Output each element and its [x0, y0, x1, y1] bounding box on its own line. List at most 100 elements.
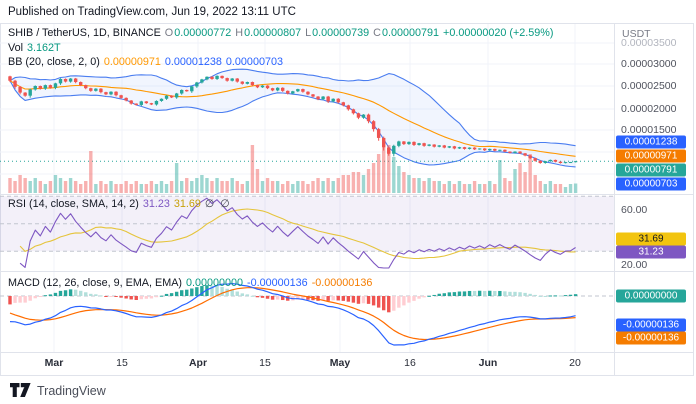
macd-histogram-bar — [331, 296, 335, 301]
candle-body — [533, 158, 537, 161]
volume-bar — [235, 181, 239, 193]
tradingview-watermark[interactable]: TradingView — [10, 383, 106, 398]
candle-body — [291, 91, 295, 94]
price-axis-badge[interactable]: 0.00000971 — [616, 149, 686, 163]
volume-bar — [483, 184, 487, 193]
candle-body — [210, 76, 214, 79]
time-axis-label[interactable]: Jun — [478, 357, 498, 369]
pane-separator-rsi[interactable] — [0, 194, 694, 195]
price-axis-label: 0.00003000 — [621, 58, 677, 70]
pane-separator-macd[interactable] — [0, 271, 694, 272]
volume-bar — [174, 163, 179, 193]
macd-histogram-bar — [573, 294, 578, 296]
candle-body — [402, 141, 406, 145]
volume-bar — [99, 181, 103, 193]
volume-bar — [573, 183, 578, 193]
macd-legend-part: 0.00000000 — [186, 277, 247, 289]
macd-histogram-bar — [361, 296, 366, 304]
candle-body — [250, 82, 255, 86]
price-axis-badge[interactable]: 0.00000703 — [616, 177, 686, 191]
time-axis-label[interactable]: 15 — [259, 357, 271, 369]
macd-axis-badge[interactable]: -0.00000136 — [616, 331, 686, 345]
volume-bar — [508, 181, 512, 193]
volume-bar — [296, 181, 300, 193]
time-axis-label[interactable]: Apr — [188, 357, 208, 369]
macd-legend[interactable]: MACD (12, 26, close, 9, EMA, EMA) 0.0000… — [8, 277, 373, 289]
volume-bar — [568, 184, 573, 193]
volume-bar — [412, 178, 416, 193]
candle-body — [139, 101, 143, 105]
candle-body — [538, 160, 542, 163]
symbol-legend-part: O — [161, 27, 174, 39]
macd-histogram-bar — [346, 296, 351, 302]
candle-body — [38, 86, 42, 89]
price-axis-badge[interactable]: 0.00000791 — [616, 163, 686, 177]
volume-bar — [523, 172, 527, 193]
macd-legend-part: -0.00000136 — [247, 277, 311, 289]
candle-body — [164, 95, 169, 99]
volume-legend[interactable]: Vol 3.162T — [8, 42, 62, 54]
candle-body — [412, 141, 416, 145]
symbol-legend-part: 0.00000772 — [174, 27, 232, 39]
volume-bar — [240, 184, 244, 193]
candle-body — [457, 147, 462, 149]
candle-body — [230, 78, 234, 81]
candle-body — [503, 149, 507, 152]
macd-histogram-bar — [104, 296, 108, 297]
macd-histogram-bar — [432, 294, 436, 296]
symbol-legend[interactable]: SHIB / TetherUS, 1D, BINANCE O0.00000772… — [8, 27, 555, 39]
rsi-legend-part: 31.69 — [173, 198, 204, 210]
macd-histogram-bar — [89, 293, 93, 296]
macd-histogram-bar — [144, 296, 149, 299]
time-axis-label[interactable]: 16 — [404, 357, 416, 369]
candle-body — [144, 101, 149, 104]
symbol-legend-part: SHIB / TetherUS, 1D, BINANCE — [8, 27, 161, 39]
candle-body — [371, 121, 376, 130]
volume-bar — [488, 181, 492, 193]
candle-body — [63, 78, 68, 82]
volume-bar — [452, 184, 457, 193]
time-axis-label[interactable]: May — [329, 357, 351, 369]
candle-body — [543, 161, 547, 163]
rsi-legend[interactable]: RSI (14, close, SMA, 14, 2) 31.23 31.69 … — [8, 197, 231, 210]
macd-histogram-bar — [538, 295, 542, 297]
bb-legend-part: 0.00000971 — [103, 56, 164, 68]
macd-histogram-bar — [154, 296, 159, 298]
macd-histogram-bar — [255, 296, 260, 298]
time-axis-label[interactable]: Mar — [44, 357, 64, 369]
volume-bar — [73, 181, 78, 193]
rsi-axis-label: 20.00 — [621, 259, 648, 271]
volume-bar — [503, 178, 507, 193]
volume-bar — [457, 181, 462, 193]
macd-axis-badge[interactable]: -0.00000136 — [616, 318, 686, 332]
macd-histogram-bar — [528, 293, 532, 296]
candle-body — [281, 87, 285, 91]
time-axis-label[interactable]: 15 — [116, 357, 128, 369]
price-axis-badge[interactable]: 0.00001238 — [616, 135, 686, 149]
macd-histogram-bar — [341, 296, 345, 301]
candle-body — [498, 149, 502, 151]
symbol-legend-part: H — [232, 27, 244, 39]
macd-histogram-bar — [326, 296, 330, 301]
macd-histogram-bar — [149, 296, 154, 299]
volume-bar — [397, 166, 401, 193]
volume-bar — [38, 181, 42, 193]
price-axis-label: 0.00002500 — [621, 80, 677, 92]
bb-legend[interactable]: BB (20, close, 2, 0) 0.00000971 0.000012… — [8, 56, 284, 68]
volume-bar — [563, 187, 568, 193]
candle-body — [483, 148, 487, 151]
candle-body — [240, 81, 244, 84]
rsi-axis-badge[interactable]: 31.23 — [616, 245, 686, 259]
rsi-axis-badge[interactable]: 31.69 — [616, 232, 686, 246]
macd-histogram-bar — [210, 285, 214, 296]
macd-axis-badge[interactable]: 0.00000000 — [616, 289, 686, 303]
time-axis-label[interactable]: 20 — [569, 357, 581, 369]
candle-body — [366, 114, 371, 122]
macd-histogram-bar — [225, 288, 229, 296]
volume-bar — [407, 175, 411, 193]
macd-histogram-bar — [124, 296, 128, 299]
volume-bar — [351, 172, 356, 193]
macd-histogram-bar — [452, 292, 457, 296]
volume-bar — [114, 184, 118, 193]
